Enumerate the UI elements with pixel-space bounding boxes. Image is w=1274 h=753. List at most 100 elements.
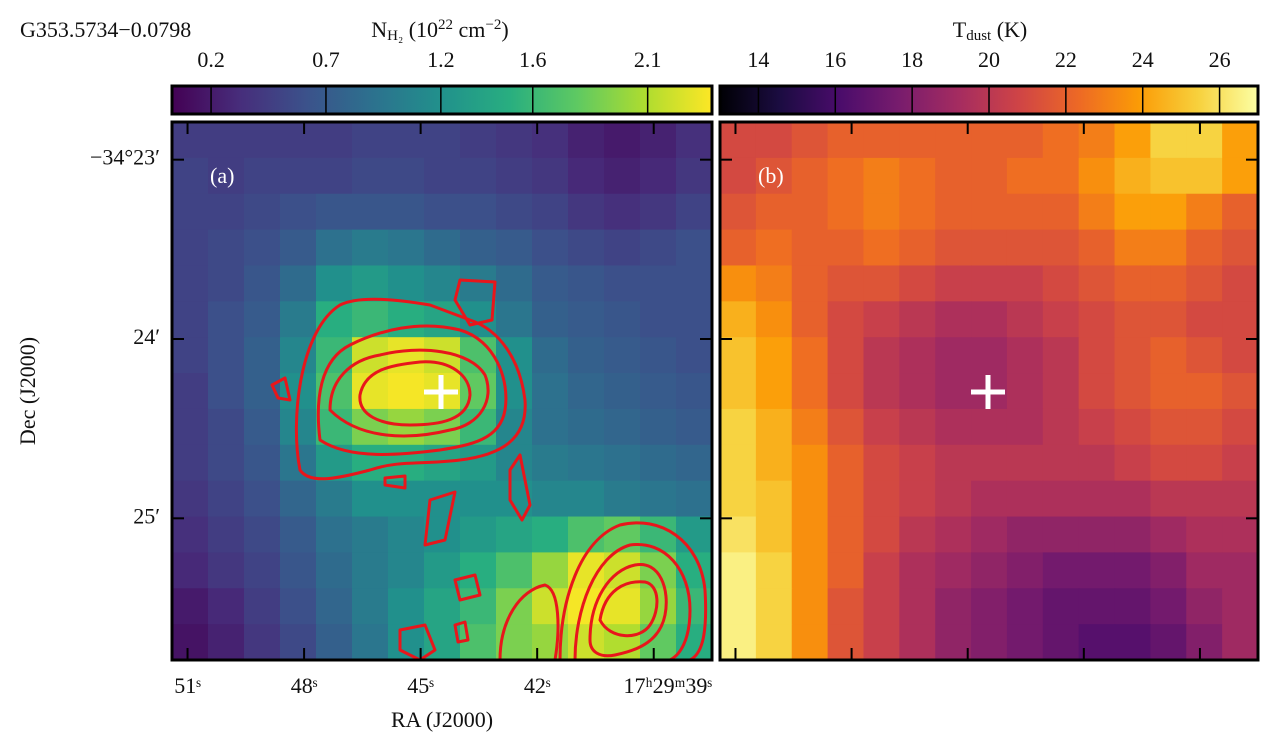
contour: [588, 563, 668, 658]
pixel: [676, 265, 713, 302]
pixel: [388, 516, 425, 553]
pixel: [720, 122, 757, 159]
pixel: [863, 552, 900, 589]
pixel: [1114, 157, 1151, 195]
pixel: [863, 193, 900, 231]
pixel: [640, 480, 677, 518]
pixel: [568, 122, 605, 159]
pixel: [352, 373, 389, 410]
pixel: [568, 193, 605, 231]
pixel: [935, 552, 972, 589]
colorbar: [170, 84, 714, 116]
pixel: [791, 552, 829, 589]
pixel: [532, 229, 569, 267]
pixel: [1078, 157, 1116, 195]
pixel: [755, 265, 793, 302]
pixel: [755, 588, 793, 625]
pixel: [1186, 480, 1223, 518]
pixel: [568, 337, 605, 374]
pixel: [935, 480, 972, 518]
pixel: [971, 265, 1008, 302]
pixel: [1222, 588, 1259, 625]
pixel: [244, 516, 281, 553]
chart-title: G353.5734−0.0798: [20, 17, 191, 42]
pixel: [827, 193, 865, 231]
pixel: [604, 229, 641, 267]
label-part: −2: [485, 17, 501, 33]
contour: [558, 521, 708, 662]
y-axis-label: Dec (J2000): [15, 337, 40, 445]
pixel: [1150, 516, 1187, 553]
pixel: [755, 624, 793, 661]
pixel: [676, 157, 713, 195]
pixel: [863, 516, 900, 553]
pixel: [1042, 373, 1080, 410]
label-part: ): [501, 17, 508, 42]
pixel: [827, 373, 865, 410]
pixel: [1222, 444, 1259, 482]
pixel: [388, 193, 425, 231]
pixel: [827, 301, 865, 338]
pixel: [755, 480, 793, 518]
pixel: [720, 552, 757, 589]
pixel: [244, 229, 281, 267]
pixel: [280, 193, 317, 231]
pixel: [1078, 408, 1116, 446]
label-part: cm: [453, 17, 485, 42]
pixel: [1150, 157, 1187, 195]
pixel: [1186, 193, 1223, 231]
pixel: [172, 265, 209, 302]
pixel: [640, 157, 677, 195]
contour: [383, 474, 407, 490]
pixel: [1186, 337, 1223, 374]
pixel: [720, 265, 757, 302]
pixel: [460, 265, 497, 302]
pixel: [676, 301, 713, 338]
pixel: [532, 444, 569, 482]
contour: [316, 324, 508, 456]
pixel: [1150, 552, 1187, 589]
pixel: [971, 516, 1008, 553]
pixel: [208, 337, 245, 374]
pixel: [827, 480, 865, 518]
pixel: [640, 408, 677, 446]
pixel: [1222, 516, 1259, 553]
pixel: [1186, 516, 1223, 553]
pixel: [568, 480, 605, 518]
pixel: [676, 193, 713, 231]
pixel: [280, 516, 317, 553]
pixel: [568, 229, 605, 267]
image-layer: [172, 122, 1259, 661]
colorbar-tick-label: 26: [1209, 47, 1231, 72]
pixel: [316, 193, 353, 231]
pixel: [720, 157, 757, 195]
pixel: [1186, 373, 1223, 410]
y-tick-label: 24′: [133, 324, 160, 349]
pixel: [1186, 444, 1223, 482]
pixel: [827, 122, 865, 159]
contour: [398, 623, 437, 662]
contour: [358, 360, 472, 427]
label-part: H₂: [387, 28, 403, 44]
pixel: [1114, 588, 1151, 625]
pixel: [460, 480, 497, 518]
pixel: [244, 552, 281, 589]
pixel: [1042, 624, 1080, 661]
pixel: [1186, 408, 1223, 446]
pixel: [755, 229, 793, 267]
pixel: [424, 157, 461, 195]
pixel: [388, 157, 425, 195]
pixel: [1222, 122, 1259, 159]
pixel: [460, 444, 497, 482]
label-part: N: [371, 17, 387, 42]
pixel: [280, 552, 317, 589]
pixel: [460, 516, 497, 553]
pixel: [172, 552, 209, 589]
pixel: [532, 552, 569, 589]
pixel: [424, 229, 461, 267]
contour: [508, 453, 532, 522]
pixel: [352, 193, 389, 231]
pixel: [1186, 265, 1223, 302]
pixel: [1006, 408, 1044, 446]
pixel: [676, 480, 713, 518]
